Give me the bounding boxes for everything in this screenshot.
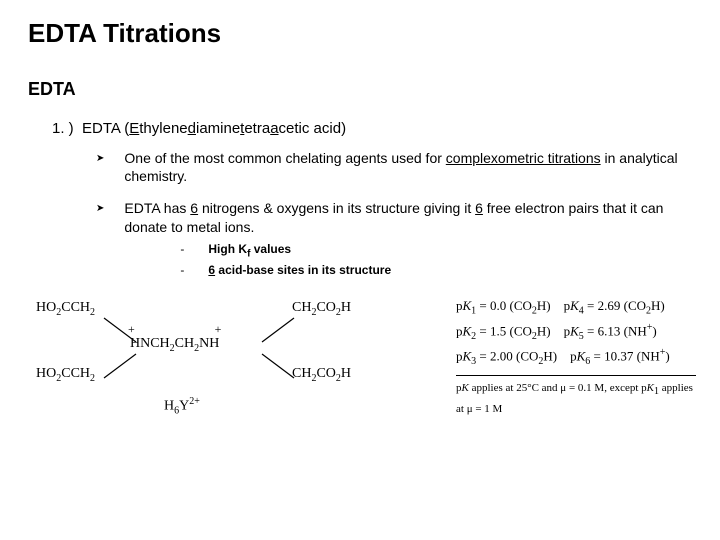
chem-label: CH2CO2H <box>292 366 351 384</box>
chem-label: CH2CO2H <box>292 300 351 318</box>
page-title: EDTA Titrations <box>28 18 692 49</box>
numbered-item: 1. ) EDTA (Ethylenediaminetetraacetic ac… <box>52 120 692 137</box>
chem-label: HO2CCH2 <box>36 300 95 318</box>
sub-text: High Kf values <box>208 240 291 261</box>
bullet-text: One of the most common chelating agents … <box>124 149 692 185</box>
chevron-right-icon: ➤ <box>96 202 104 279</box>
sub-bullet-list: - High Kf values - 6 acid-base sites in … <box>180 240 692 279</box>
sub-bullet-item: - 6 acid-base sites in its structure <box>180 261 692 279</box>
text: EDTA has <box>124 200 190 216</box>
chevron-right-icon: ➤ <box>96 152 104 185</box>
text-underline: 6 <box>475 200 483 216</box>
text-underline: 6 <box>190 200 198 216</box>
sub-text: 6 acid-base sites in its structure <box>208 261 391 279</box>
dash-icon: - <box>180 261 184 279</box>
bullet-text: EDTA has 6 nitrogens & oxygens in its st… <box>124 199 692 279</box>
pk-row: pK3 = 2.00 (CO2H) pK6 = 10.37 (NH+) <box>456 345 696 370</box>
bullet-list: ➤ One of the most common chelating agent… <box>96 149 692 279</box>
bullet-item: ➤ EDTA has 6 nitrogens & oxygens in its … <box>96 199 692 279</box>
chem-label: + HNCH2CH2NH + <box>130 336 219 354</box>
item-number: 1. ) <box>52 120 74 137</box>
pk-values: pK1 = 0.0 (CO2H) pK4 = 2.69 (CO2H) pK2 =… <box>456 296 696 418</box>
text: nitrogens & oxygens in its structure giv… <box>198 200 475 216</box>
pk-row: pK1 = 0.0 (CO2H) pK4 = 2.69 (CO2H) <box>456 296 696 320</box>
text-underline: complexometric titrations <box>446 150 601 166</box>
pk-footnote: pK applies at 25°C and μ = 0.1 M, except… <box>456 375 696 418</box>
section-subtitle: EDTA <box>28 79 692 100</box>
bullet-item: ➤ One of the most common chelating agent… <box>96 149 692 185</box>
chem-formula-label: H6Y2+ <box>164 396 200 416</box>
sub-bullet-item: - High Kf values <box>180 240 692 261</box>
chem-label: HO2CCH2 <box>36 366 95 384</box>
text: One of the most common chelating agents … <box>124 150 445 166</box>
pk-row: pK2 = 1.5 (CO2H) pK5 = 6.13 (NH+) <box>456 320 696 345</box>
dash-icon: - <box>180 240 184 261</box>
